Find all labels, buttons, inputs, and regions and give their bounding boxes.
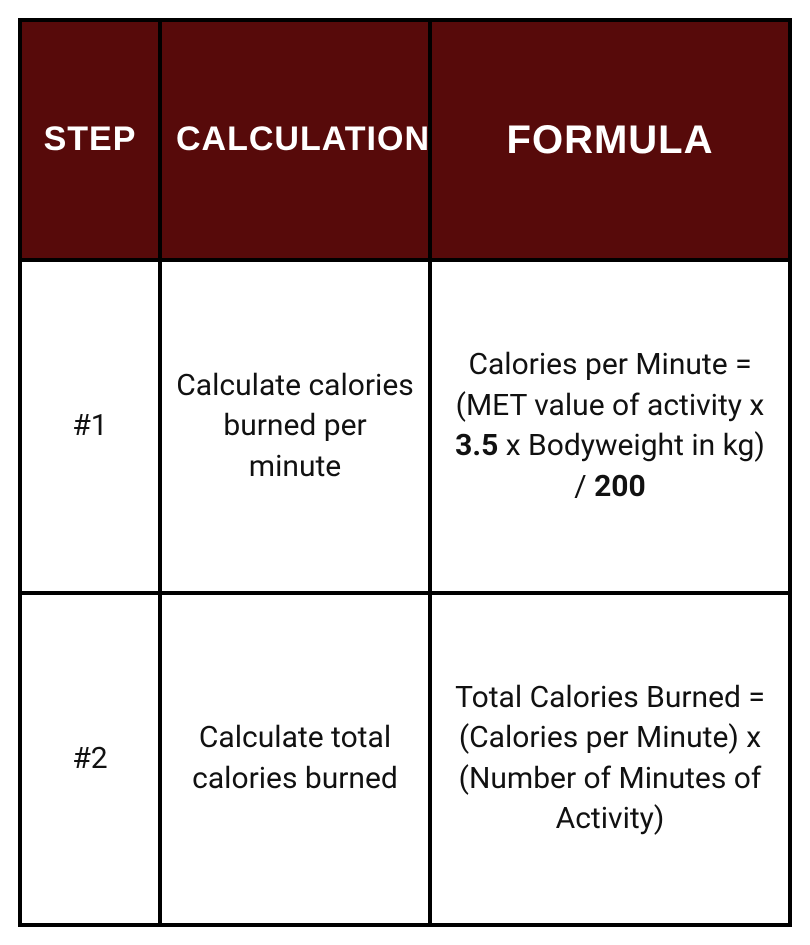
table-row: #1 Calculate calories burned per minute … — [20, 260, 790, 593]
col-header-formula: FORMULA — [430, 20, 790, 260]
col-header-step: STEP — [20, 20, 160, 260]
calorie-formula-table: STEP CALCULATION FORMULA #1 Calculate ca… — [18, 18, 792, 927]
cell-formula: Calories per Minute = (MET value of acti… — [430, 260, 790, 593]
table-header-row: STEP CALCULATION FORMULA — [20, 20, 790, 260]
cell-step: #2 — [20, 593, 160, 926]
cell-step: #1 — [20, 260, 160, 593]
cell-formula: Total Calories Burned = (Calories per Mi… — [430, 593, 790, 926]
col-header-calculation: CALCULATION — [160, 20, 430, 260]
table-row: #2 Calculate total calories burned Total… — [20, 593, 790, 926]
cell-calculation: Calculate calories burned per minute — [160, 260, 430, 593]
cell-calculation: Calculate total calories burned — [160, 593, 430, 926]
